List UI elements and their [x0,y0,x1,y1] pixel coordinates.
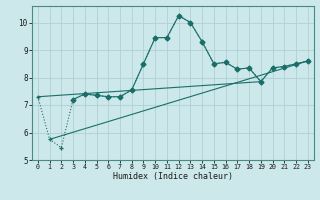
X-axis label: Humidex (Indice chaleur): Humidex (Indice chaleur) [113,172,233,181]
